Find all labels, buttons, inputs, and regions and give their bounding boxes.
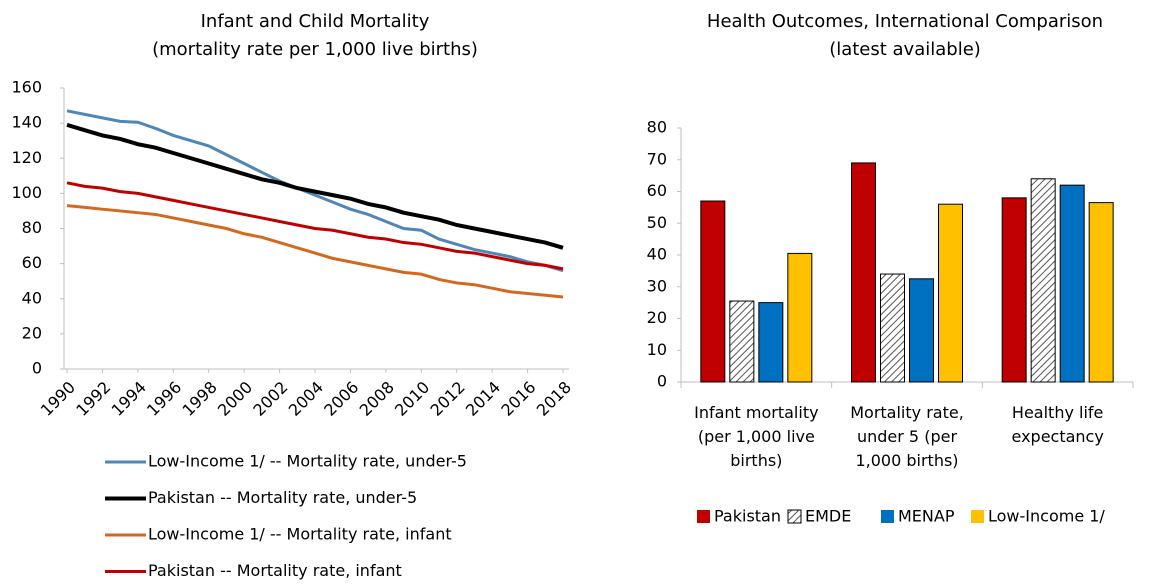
chart-subtitle: (mortality rate per 1,000 live births)	[152, 39, 478, 60]
legend-swatch	[971, 510, 984, 523]
bar	[1088, 202, 1114, 383]
series-line	[66, 109, 564, 273]
bar	[938, 203, 963, 383]
chart-subtitle: (latest available)	[829, 39, 981, 60]
bar	[1059, 184, 1085, 383]
x-tick-label: 2018	[533, 378, 575, 420]
legend-label: MENAP	[898, 507, 955, 526]
bar	[700, 200, 726, 383]
x-tick-label: 2000	[214, 378, 256, 420]
x-tick-label: 1992	[72, 378, 114, 420]
x-tick-label: 2016	[497, 378, 539, 420]
x-tick-label: 2012	[426, 378, 468, 420]
x-tick-label: 2002	[249, 378, 291, 420]
legend-swatch	[787, 509, 802, 524]
x-tick-label: 2004	[285, 378, 327, 420]
chart-title: Health Outcomes, International Compariso…	[707, 11, 1103, 32]
legend-label: Pakistan	[714, 507, 781, 526]
legend-label: Low-Income 1/	[988, 507, 1105, 526]
chart-title: Infant and Child Mortality	[201, 11, 430, 32]
y-tick-label: 60	[647, 181, 667, 200]
x-tick-label: Infant mortality (per 1,000 live births)	[694, 403, 819, 470]
y-tick-label: 0	[32, 359, 42, 378]
y-tick-label: 20	[22, 323, 42, 342]
legend-label: Pakistan -- Mortality rate, under-5	[148, 488, 417, 507]
x-tick-label: 2010	[391, 378, 433, 420]
y-tick-label: 40	[647, 245, 667, 264]
bar	[1030, 178, 1056, 383]
y-tick-label: 50	[647, 213, 667, 232]
legend-swatch	[881, 510, 894, 523]
y-tick-label: 40	[22, 288, 42, 307]
series-line	[66, 204, 564, 299]
y-tick-label: 80	[22, 218, 42, 237]
legend-label: EMDE	[805, 507, 851, 526]
legend-swatch	[697, 510, 710, 523]
series-line	[66, 181, 564, 271]
y-tick-label: 120	[11, 148, 42, 167]
y-tick-label: 160	[11, 78, 42, 97]
x-tick-label: 1998	[178, 378, 220, 420]
x-tick-label: 2008	[356, 378, 398, 420]
bar	[729, 300, 755, 383]
bar	[880, 273, 905, 383]
bar	[787, 252, 813, 383]
x-tick-label: 2006	[320, 378, 362, 420]
y-tick-label: 80	[647, 118, 667, 137]
legend-label: Pakistan -- Mortality rate, infant	[148, 561, 402, 580]
y-tick-label: 70	[647, 149, 667, 168]
bar	[851, 162, 876, 383]
y-tick-label: 100	[11, 183, 42, 202]
bar	[909, 278, 934, 383]
y-tick-label: 60	[22, 253, 42, 272]
y-tick-label: 20	[647, 308, 667, 327]
y-tick-label: 140	[11, 113, 42, 132]
legend-label: Low-Income 1/ -- Mortality rate, infant	[148, 525, 452, 544]
x-tick-label: 1994	[108, 378, 150, 420]
y-tick-label: 10	[647, 340, 667, 359]
x-tick-label: 2014	[462, 378, 504, 420]
legend-label: Low-Income 1/ -- Mortality rate, under-5	[148, 452, 467, 471]
series-line	[66, 122, 564, 250]
x-tick-label: 1990	[37, 378, 79, 420]
x-tick-label: Healthy life expectancy	[1011, 403, 1104, 446]
x-tick-label: Mortality rate, under 5 (per 1,000 birth…	[850, 403, 964, 470]
x-tick-label: 1996	[143, 378, 185, 420]
bar	[758, 302, 784, 383]
bar	[1001, 197, 1027, 383]
y-tick-label: 0	[657, 372, 667, 391]
y-tick-label: 30	[647, 276, 667, 295]
